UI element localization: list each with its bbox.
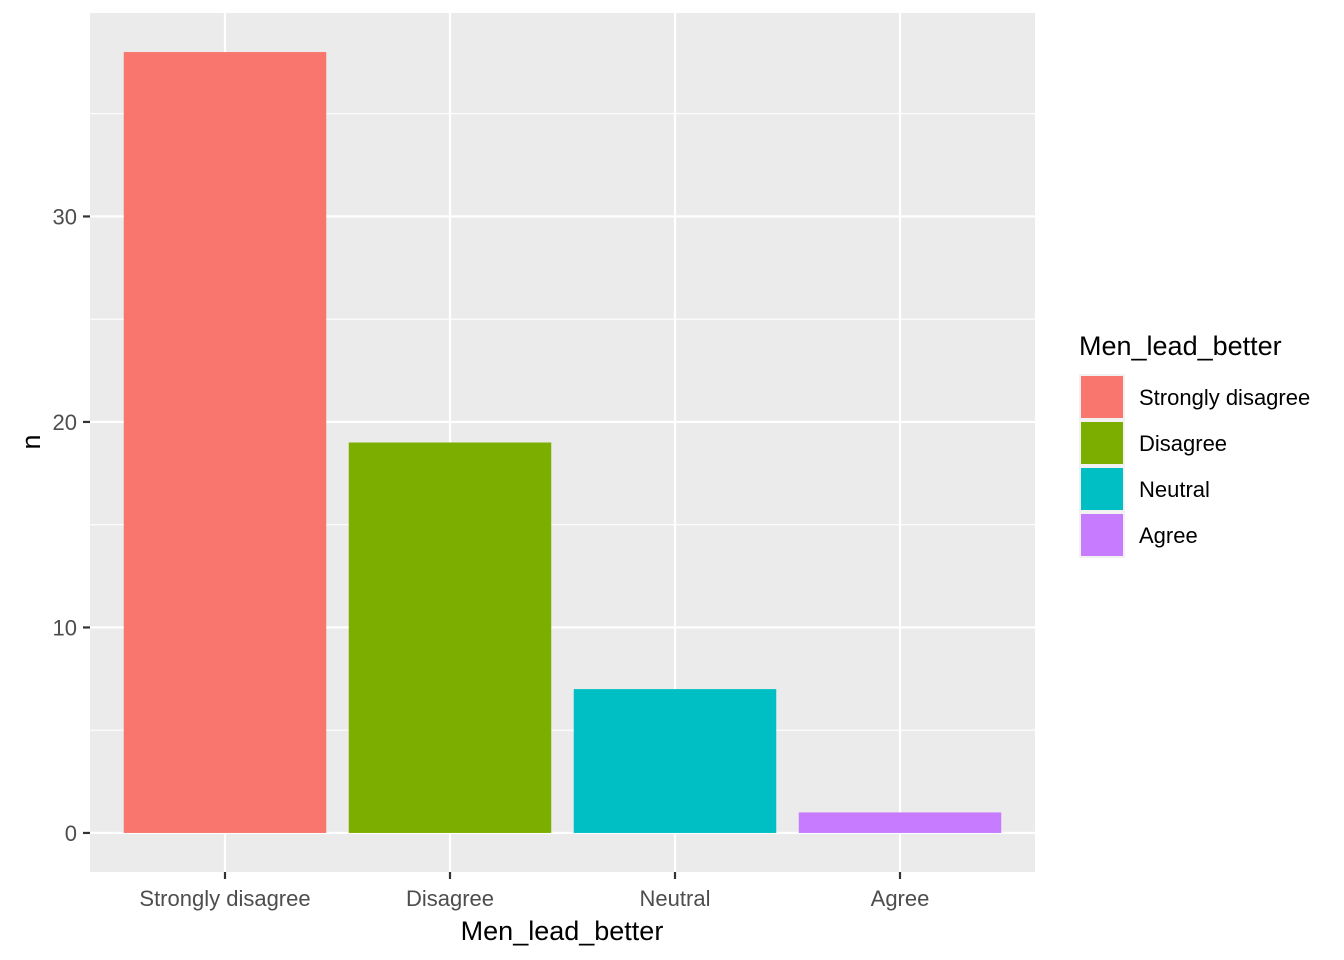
legend-title: Men_lead_better bbox=[1079, 331, 1282, 361]
x-tick-label: Neutral bbox=[640, 886, 711, 911]
legend-label: Agree bbox=[1139, 523, 1198, 548]
bar-neutral bbox=[573, 689, 777, 833]
y-tick-label: 0 bbox=[65, 821, 77, 846]
legend-label: Neutral bbox=[1139, 477, 1210, 502]
y-tick-label: 30 bbox=[53, 204, 77, 229]
x-tick-label: Agree bbox=[871, 886, 930, 911]
y-tick-label: 10 bbox=[53, 615, 77, 640]
legend-items: Strongly disagree Disagree Neutral Agree bbox=[1079, 374, 1310, 558]
legend-key-swatch bbox=[1081, 514, 1123, 556]
bars bbox=[123, 52, 1002, 833]
legend-label: Disagree bbox=[1139, 431, 1227, 456]
y-axis: 0 10 20 30 bbox=[53, 204, 90, 846]
bar-strongly-disagree bbox=[123, 52, 327, 833]
bar-agree bbox=[798, 812, 1002, 833]
legend: Men_lead_better Strongly disagree Disagre… bbox=[1079, 331, 1310, 558]
x-axis: Strongly disagree Disagree Neutral Agree bbox=[139, 872, 929, 911]
y-tick-label: 20 bbox=[53, 410, 77, 435]
bar-disagree bbox=[348, 442, 552, 833]
legend-label: Strongly disagree bbox=[1139, 385, 1310, 410]
y-axis-title: n bbox=[16, 434, 46, 449]
legend-key-swatch bbox=[1081, 422, 1123, 464]
legend-key-swatch bbox=[1081, 376, 1123, 418]
x-axis-title: Men_lead_better bbox=[461, 916, 664, 946]
x-tick-label: Strongly disagree bbox=[139, 886, 310, 911]
legend-key-swatch bbox=[1081, 468, 1123, 510]
x-tick-label: Disagree bbox=[406, 886, 494, 911]
